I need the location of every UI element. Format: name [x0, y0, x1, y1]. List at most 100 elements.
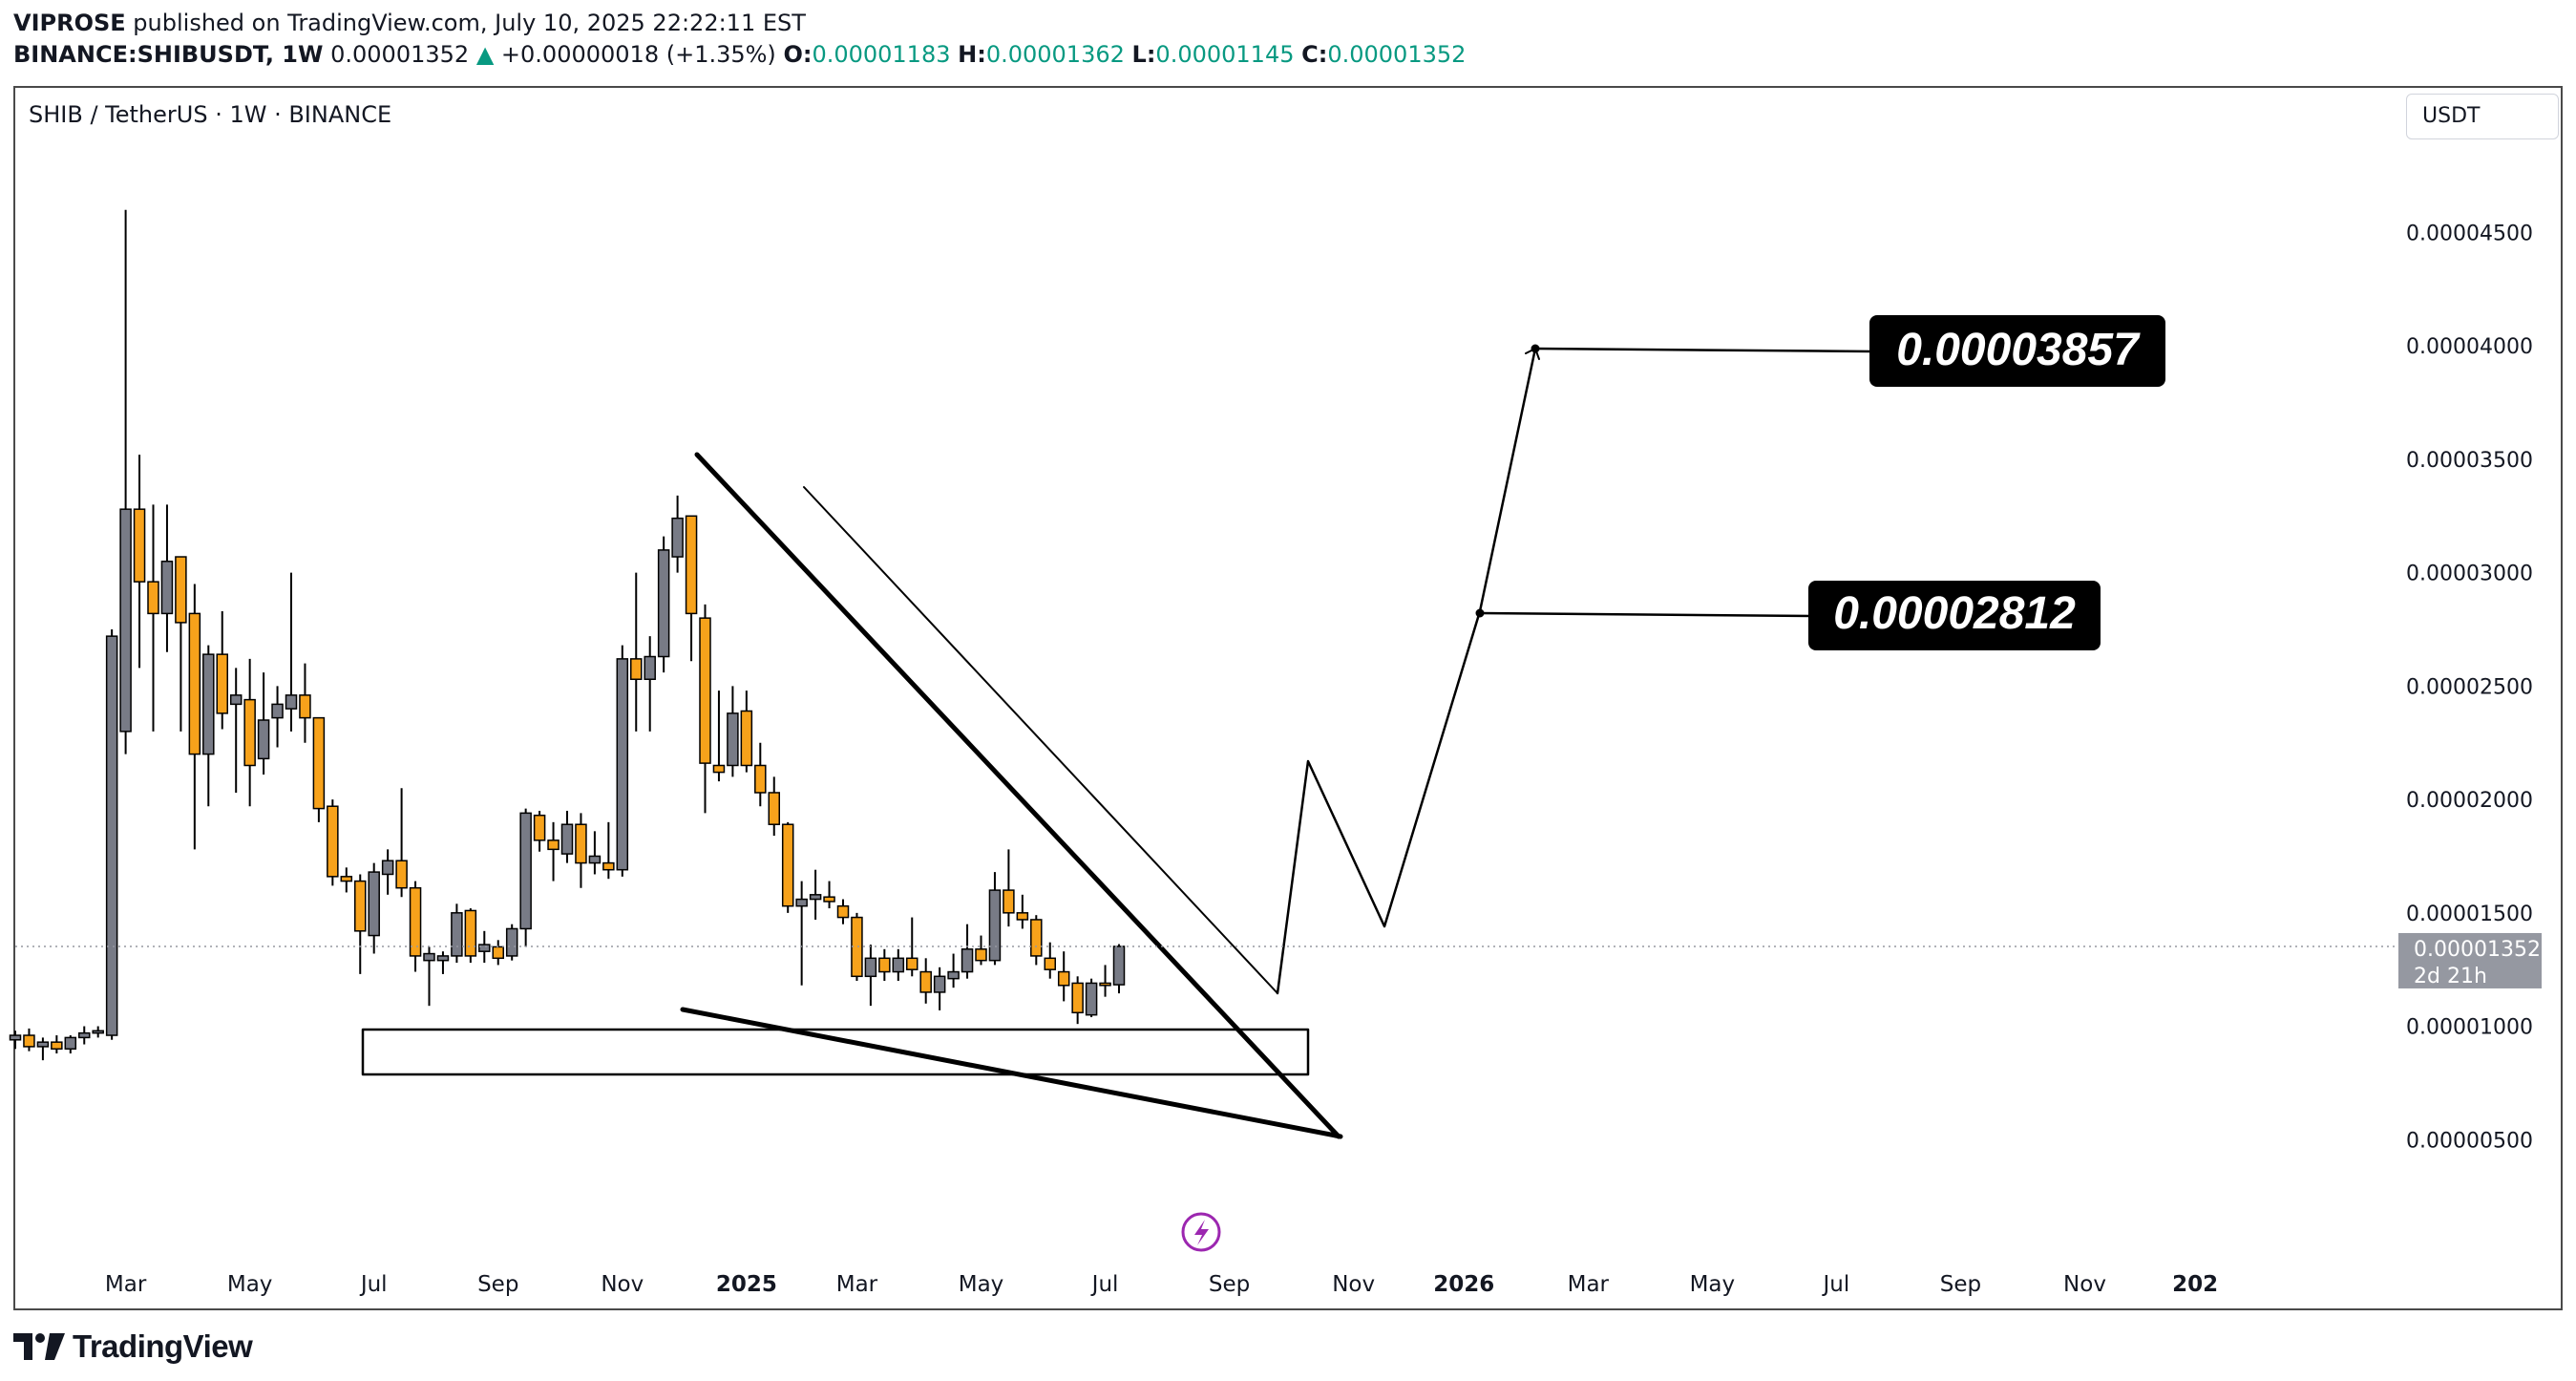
- candle-body[interactable]: [1099, 982, 1111, 987]
- candle-body[interactable]: [933, 975, 946, 993]
- candle-body[interactable]: [478, 944, 491, 952]
- candle-body[interactable]: [492, 945, 504, 960]
- candle-body[interactable]: [354, 880, 367, 932]
- candle-body[interactable]: [299, 694, 311, 719]
- candle-body[interactable]: [395, 860, 408, 889]
- candle-body[interactable]: [409, 886, 422, 957]
- candle-body[interactable]: [1016, 912, 1029, 921]
- candle-body[interactable]: [671, 517, 684, 558]
- candle-body[interactable]: [712, 764, 726, 774]
- candle-body[interactable]: [451, 912, 463, 957]
- candle-body[interactable]: [644, 655, 656, 681]
- candle-body[interactable]: [547, 839, 560, 851]
- candle-body[interactable]: [961, 948, 974, 973]
- candle-body[interactable]: [781, 823, 794, 907]
- tradingview-logo[interactable]: TradingView: [13, 1328, 253, 1366]
- candle-body[interactable]: [464, 909, 477, 957]
- candle-body[interactable]: [133, 508, 146, 583]
- candle-body[interactable]: [1003, 889, 1015, 914]
- x-tick-label: Mar: [1568, 1272, 1610, 1297]
- candle-body[interactable]: [285, 694, 298, 710]
- candle-body[interactable]: [436, 955, 450, 962]
- low-value: 0.00001145: [1155, 41, 1295, 68]
- candle-body[interactable]: [243, 698, 256, 767]
- candle-body[interactable]: [602, 861, 615, 871]
- price-tag: [2398, 932, 2542, 988]
- candle-body[interactable]: [78, 1031, 91, 1039]
- candle-body[interactable]: [1071, 982, 1084, 1014]
- candle-body[interactable]: [368, 871, 380, 937]
- target-1-anchor[interactable]: [1475, 608, 1485, 618]
- candle-body[interactable]: [947, 970, 960, 980]
- candle-body[interactable]: [271, 703, 284, 719]
- candle-body[interactable]: [851, 916, 863, 978]
- candle-body[interactable]: [768, 792, 780, 825]
- candle-body[interactable]: [906, 957, 918, 970]
- candle-body[interactable]: [340, 876, 353, 882]
- candle-body[interactable]: [160, 561, 174, 615]
- candle-body[interactable]: [878, 957, 891, 973]
- candle-body[interactable]: [699, 617, 711, 764]
- candle-body[interactable]: [727, 712, 739, 767]
- projection-path[interactable]: [1276, 347, 1537, 995]
- candle-body[interactable]: [147, 581, 159, 615]
- candle-body[interactable]: [9, 1034, 22, 1041]
- target-1-label-box[interactable]: [1808, 581, 2101, 650]
- candle-body[interactable]: [892, 957, 905, 973]
- candle-body[interactable]: [1030, 919, 1043, 957]
- support-zone-rectangle[interactable]: [361, 1028, 1310, 1076]
- candle-body[interactable]: [216, 653, 228, 714]
- candle-body[interactable]: [1044, 957, 1056, 970]
- candle-body[interactable]: [202, 653, 215, 755]
- x-tick-label: Mar: [105, 1272, 147, 1297]
- tradingview-logo-icon: [13, 1333, 65, 1360]
- candle-body[interactable]: [809, 894, 822, 901]
- candle-body[interactable]: [51, 1041, 63, 1051]
- channel-parallel-line[interactable]: [803, 486, 1278, 994]
- candle-body[interactable]: [754, 764, 767, 794]
- candle-body[interactable]: [588, 855, 602, 864]
- candle-body[interactable]: [1085, 982, 1098, 1016]
- candle-body[interactable]: [657, 549, 670, 658]
- x-tick-label: Jul: [1090, 1272, 1119, 1297]
- currency-button[interactable]: USDT: [2406, 94, 2559, 139]
- candle-body[interactable]: [1057, 970, 1070, 987]
- candle-body[interactable]: [988, 889, 1002, 962]
- candle-body[interactable]: [519, 812, 532, 930]
- candle-body[interactable]: [64, 1036, 77, 1051]
- candle-body[interactable]: [505, 927, 518, 957]
- falling-wedge-upper-line[interactable]: [694, 452, 1341, 1139]
- candle-body[interactable]: [257, 719, 270, 760]
- candle-body[interactable]: [327, 805, 339, 878]
- candle-body[interactable]: [740, 710, 753, 767]
- alert-lightning-icon[interactable]: [1181, 1212, 1221, 1252]
- candle-body[interactable]: [533, 814, 546, 841]
- candle-body[interactable]: [119, 508, 132, 733]
- candle-body[interactable]: [36, 1041, 50, 1048]
- y-tick-label: 0.00002000: [2406, 789, 2533, 813]
- candle-body[interactable]: [575, 823, 587, 864]
- candle-body[interactable]: [975, 948, 987, 962]
- target-2-label-box[interactable]: [1869, 315, 2165, 387]
- candle-body[interactable]: [188, 612, 201, 755]
- candle-body[interactable]: [1112, 945, 1126, 986]
- candle-body[interactable]: [630, 658, 643, 681]
- candle-body[interactable]: [836, 904, 850, 919]
- candle-body[interactable]: [560, 823, 574, 855]
- candle-body[interactable]: [795, 898, 808, 907]
- candle-body[interactable]: [92, 1030, 104, 1034]
- candle-body[interactable]: [616, 658, 629, 871]
- candle-body[interactable]: [312, 716, 326, 810]
- candle-body[interactable]: [685, 515, 698, 615]
- candle-body[interactable]: [175, 556, 187, 624]
- candle-body[interactable]: [823, 896, 835, 903]
- candle-body[interactable]: [381, 860, 394, 876]
- candle-body[interactable]: [105, 635, 118, 1036]
- candle-body[interactable]: [919, 970, 932, 993]
- candle-body[interactable]: [23, 1034, 35, 1048]
- candle-body[interactable]: [423, 952, 435, 962]
- candle-body[interactable]: [229, 694, 243, 706]
- candle-body[interactable]: [864, 957, 877, 978]
- target-2-anchor[interactable]: [1531, 344, 1540, 353]
